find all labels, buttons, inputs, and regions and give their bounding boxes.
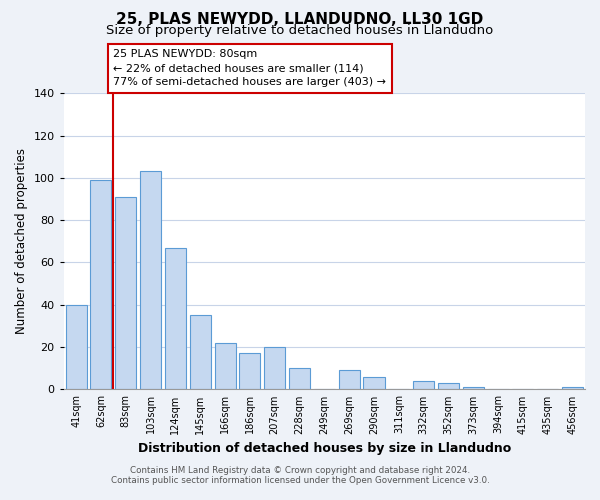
Bar <box>438 383 459 390</box>
Bar <box>91 180 112 390</box>
Bar <box>215 343 236 390</box>
Y-axis label: Number of detached properties: Number of detached properties <box>15 148 28 334</box>
Bar <box>364 376 385 390</box>
Bar <box>115 197 136 390</box>
Bar <box>239 354 260 390</box>
Bar <box>264 347 285 390</box>
Bar <box>338 370 360 390</box>
Text: 25, PLAS NEWYDD, LLANDUDNO, LL30 1GD: 25, PLAS NEWYDD, LLANDUDNO, LL30 1GD <box>116 12 484 28</box>
Text: Size of property relative to detached houses in Llandudno: Size of property relative to detached ho… <box>106 24 494 37</box>
Bar <box>289 368 310 390</box>
X-axis label: Distribution of detached houses by size in Llandudno: Distribution of detached houses by size … <box>138 442 511 455</box>
Text: Contains HM Land Registry data © Crown copyright and database right 2024.
Contai: Contains HM Land Registry data © Crown c… <box>110 466 490 485</box>
Bar <box>165 248 186 390</box>
Bar <box>65 305 86 390</box>
Bar <box>140 172 161 390</box>
Bar <box>190 316 211 390</box>
Bar <box>463 388 484 390</box>
Text: 25 PLAS NEWYDD: 80sqm
← 22% of detached houses are smaller (114)
77% of semi-det: 25 PLAS NEWYDD: 80sqm ← 22% of detached … <box>113 50 386 88</box>
Bar <box>562 388 583 390</box>
Bar <box>413 381 434 390</box>
